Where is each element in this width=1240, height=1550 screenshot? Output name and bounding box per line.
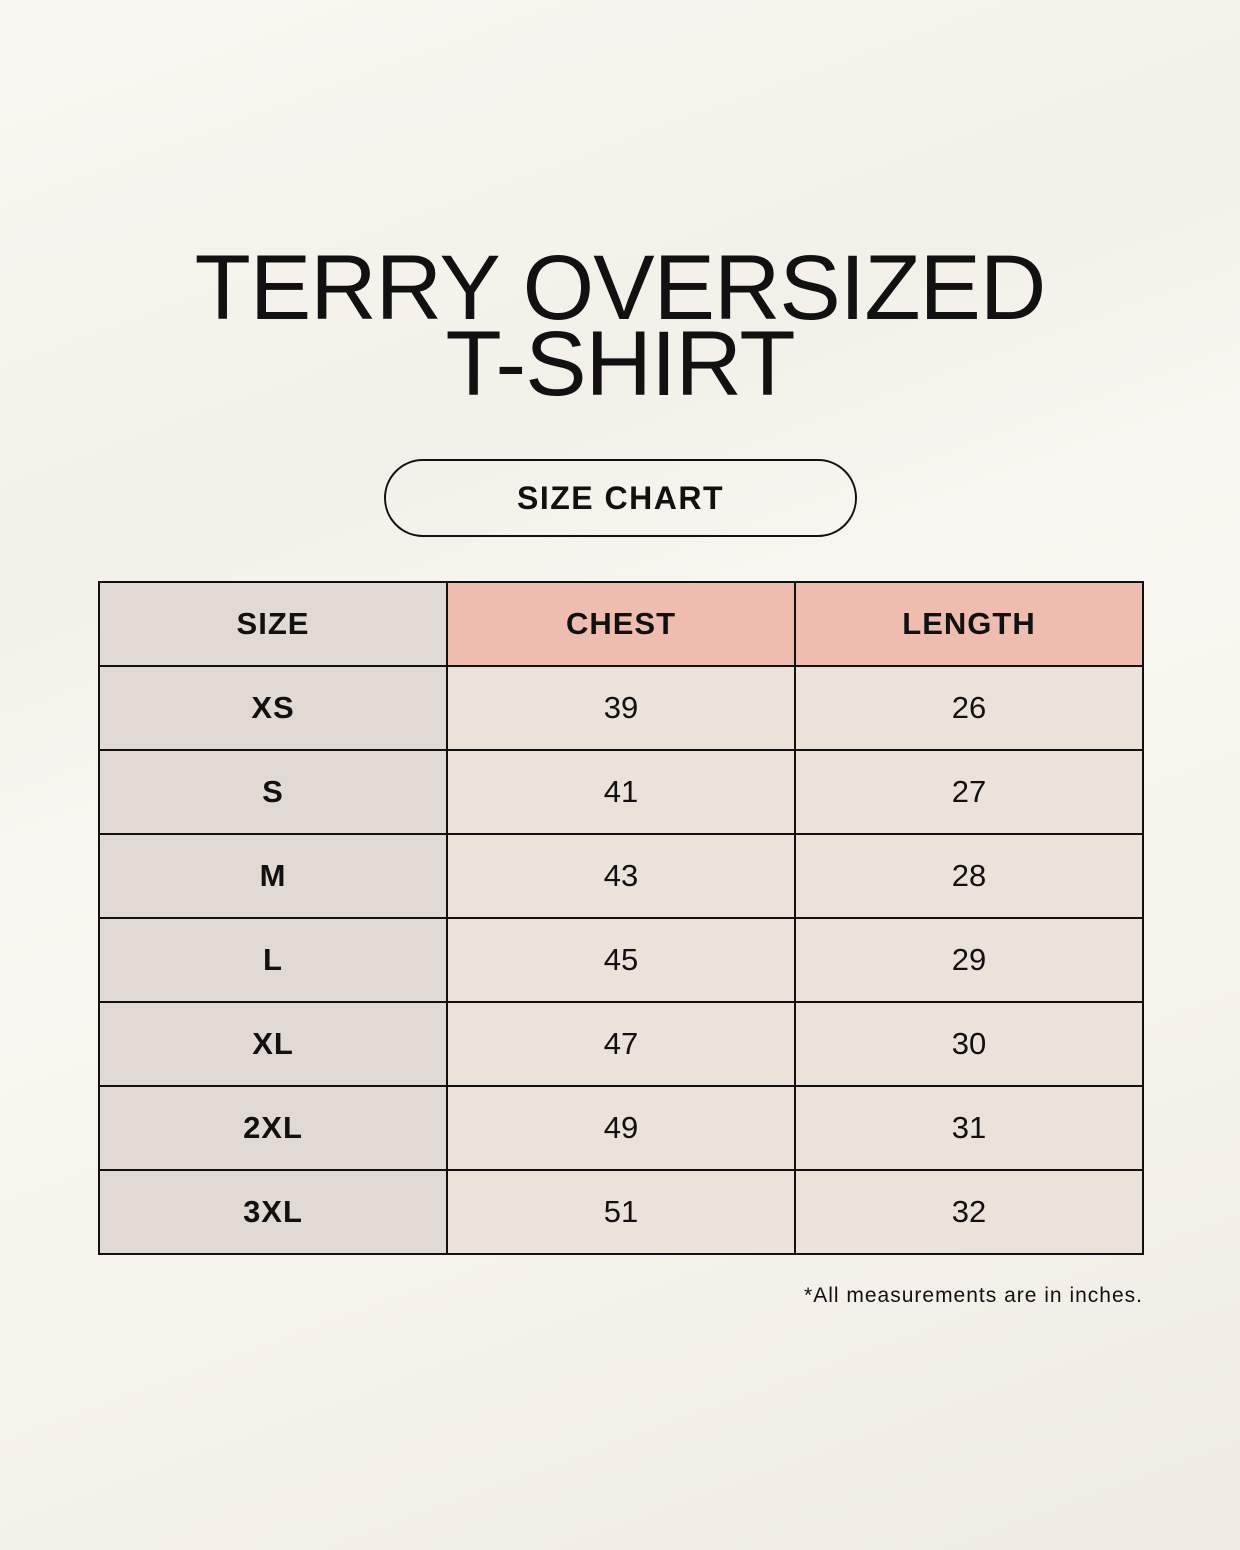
size-chart-badge: SIZE CHART xyxy=(384,459,857,537)
size-cell: XL xyxy=(98,1001,448,1087)
table-row: S 41 27 xyxy=(98,749,1144,835)
length-cell: 28 xyxy=(794,833,1144,919)
size-cell: S xyxy=(98,749,448,835)
table-row: 2XL 49 31 xyxy=(98,1085,1144,1171)
size-cell: XS xyxy=(98,665,448,751)
title-line: T-SHIRT xyxy=(445,313,795,415)
table-row: M 43 28 xyxy=(98,833,1144,919)
table-header-row: SIZE CHEST LENGTH xyxy=(98,581,1144,667)
size-table: SIZE CHEST LENGTH XS 39 26 S 41 27 M 43 28 L 45 29 X… xyxy=(98,581,1144,1255)
table-row: L 45 29 xyxy=(98,917,1144,1003)
length-cell: 32 xyxy=(794,1169,1144,1255)
chest-cell: 45 xyxy=(446,917,796,1003)
table-row: XS 39 26 xyxy=(98,665,1144,751)
size-cell: 3XL xyxy=(98,1169,448,1255)
table-row: XL 47 30 xyxy=(98,1001,1144,1087)
size-cell: M xyxy=(98,833,448,919)
chest-cell: 39 xyxy=(446,665,796,751)
footnote: *All measurements are in inches. xyxy=(804,1284,1143,1307)
length-cell: 31 xyxy=(794,1085,1144,1171)
title-line: TERRY OVERSIZED xyxy=(194,237,1047,339)
header-chest: CHEST xyxy=(446,581,796,667)
header-length: LENGTH xyxy=(794,581,1144,667)
table-row: 3XL 51 32 xyxy=(98,1169,1144,1255)
size-cell: 2XL xyxy=(98,1085,448,1171)
length-cell: 30 xyxy=(794,1001,1144,1087)
page-title: TERRY OVERSIZED T-SHIRT xyxy=(0,237,1240,415)
chest-cell: 51 xyxy=(446,1169,796,1255)
length-cell: 27 xyxy=(794,749,1144,835)
length-cell: 26 xyxy=(794,665,1144,751)
header-size: SIZE xyxy=(98,581,448,667)
chest-cell: 41 xyxy=(446,749,796,835)
chest-cell: 49 xyxy=(446,1085,796,1171)
chest-cell: 43 xyxy=(446,833,796,919)
chest-cell: 47 xyxy=(446,1001,796,1087)
size-cell: L xyxy=(98,917,448,1003)
length-cell: 29 xyxy=(794,917,1144,1003)
